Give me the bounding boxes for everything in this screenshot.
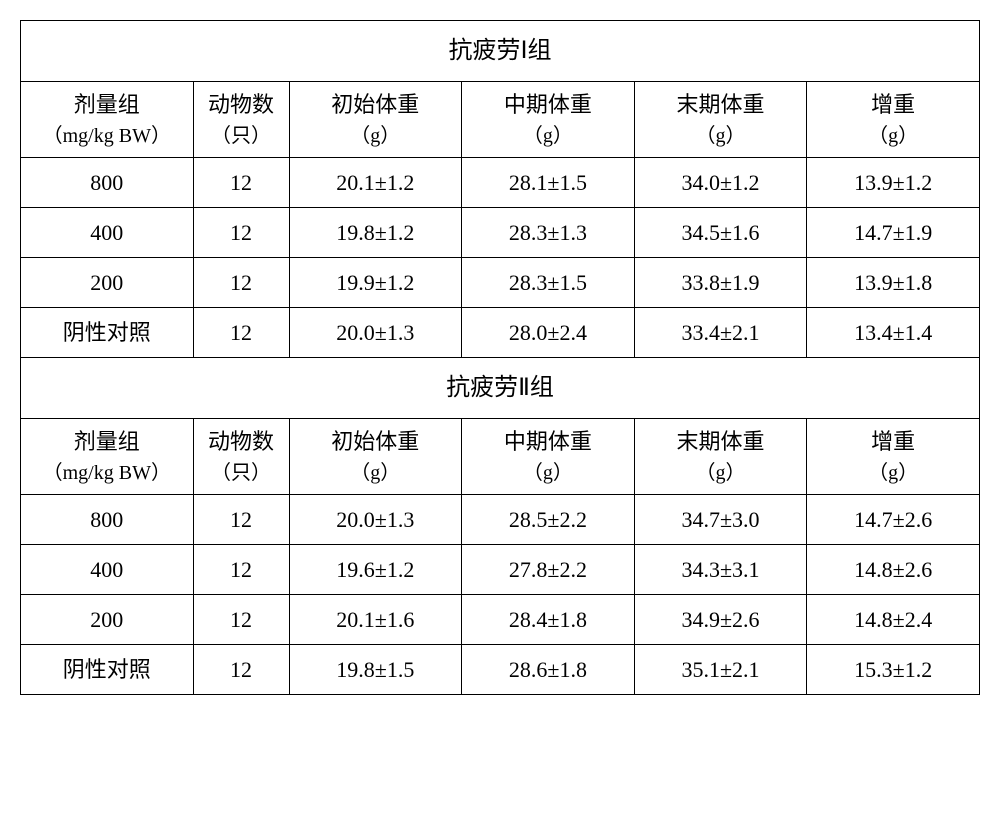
cell-end-weight: 35.1±2.1 [634,645,807,695]
cell-end-weight: 34.7±3.0 [634,495,807,545]
cell-end-weight: 34.5±1.6 [634,208,807,258]
cell-mid-weight: 28.1±1.5 [462,158,635,208]
col-header-end-weight: 末期体重（g） [634,419,807,495]
cell-dose: 400 [21,208,194,258]
col-header-gain: 增重（g） [807,82,980,158]
col-header-initial-weight: 初始体重（g） [289,82,462,158]
table-row: 200 12 20.1±1.6 28.4±1.8 34.9±2.6 14.8±2… [21,595,980,645]
cell-initial-weight: 20.0±1.3 [289,495,462,545]
cell-n: 12 [193,258,289,308]
cell-initial-weight: 19.6±1.2 [289,545,462,595]
cell-gain: 15.3±1.2 [807,645,980,695]
col-header-mid-weight: 中期体重（g） [462,82,635,158]
col-header-dose: 剂量组（mg/kg BW） [21,419,194,495]
cell-initial-weight: 19.8±1.5 [289,645,462,695]
table-row: 800 12 20.0±1.3 28.5±2.2 34.7±3.0 14.7±2… [21,495,980,545]
cell-gain: 14.7±1.9 [807,208,980,258]
cell-gain: 14.7±2.6 [807,495,980,545]
cell-n: 12 [193,545,289,595]
cell-end-weight: 34.9±2.6 [634,595,807,645]
col-header-n: 动物数（只） [193,82,289,158]
cell-end-weight: 34.3±3.1 [634,545,807,595]
col-header-initial-weight: 初始体重（g） [289,419,462,495]
cell-dose: 阴性对照 [21,308,194,358]
cell-n: 12 [193,595,289,645]
cell-initial-weight: 19.9±1.2 [289,258,462,308]
cell-dose: 200 [21,595,194,645]
cell-gain: 14.8±2.6 [807,545,980,595]
cell-gain: 14.8±2.4 [807,595,980,645]
cell-n: 12 [193,495,289,545]
cell-mid-weight: 28.6±1.8 [462,645,635,695]
col-header-n: 动物数（只） [193,419,289,495]
table-row: 阴性对照 12 20.0±1.3 28.0±2.4 33.4±2.1 13.4±… [21,308,980,358]
cell-mid-weight: 28.4±1.8 [462,595,635,645]
cell-gain: 13.9±1.8 [807,258,980,308]
cell-gain: 13.9±1.2 [807,158,980,208]
cell-end-weight: 33.4±2.1 [634,308,807,358]
col-header-dose: 剂量组（mg/kg BW） [21,82,194,158]
cell-end-weight: 34.0±1.2 [634,158,807,208]
table-row: 阴性对照 12 19.8±1.5 28.6±1.8 35.1±2.1 15.3±… [21,645,980,695]
cell-end-weight: 33.8±1.9 [634,258,807,308]
table-row: 800 12 20.1±1.2 28.1±1.5 34.0±1.2 13.9±1… [21,158,980,208]
cell-mid-weight: 28.3±1.5 [462,258,635,308]
cell-mid-weight: 28.3±1.3 [462,208,635,258]
section-title: 抗疲劳Ⅱ组 [21,358,980,419]
table-row: 200 12 19.9±1.2 28.3±1.5 33.8±1.9 13.9±1… [21,258,980,308]
cell-initial-weight: 20.1±1.6 [289,595,462,645]
cell-dose: 800 [21,495,194,545]
cell-n: 12 [193,208,289,258]
cell-initial-weight: 20.0±1.3 [289,308,462,358]
cell-dose: 阴性对照 [21,645,194,695]
cell-dose: 200 [21,258,194,308]
cell-mid-weight: 28.0±2.4 [462,308,635,358]
data-table: 抗疲劳Ⅰ组 剂量组（mg/kg BW） 动物数（只） 初始体重（g） 中期体重（… [20,20,980,695]
cell-dose: 800 [21,158,194,208]
cell-n: 12 [193,158,289,208]
cell-dose: 400 [21,545,194,595]
cell-mid-weight: 27.8±2.2 [462,545,635,595]
cell-n: 12 [193,645,289,695]
cell-initial-weight: 20.1±1.2 [289,158,462,208]
col-header-end-weight: 末期体重（g） [634,82,807,158]
cell-mid-weight: 28.5±2.2 [462,495,635,545]
col-header-gain: 增重（g） [807,419,980,495]
table-row: 400 12 19.6±1.2 27.8±2.2 34.3±3.1 14.8±2… [21,545,980,595]
table-row: 400 12 19.8±1.2 28.3±1.3 34.5±1.6 14.7±1… [21,208,980,258]
section-title: 抗疲劳Ⅰ组 [21,21,980,82]
cell-initial-weight: 19.8±1.2 [289,208,462,258]
cell-n: 12 [193,308,289,358]
cell-gain: 13.4±1.4 [807,308,980,358]
col-header-mid-weight: 中期体重（g） [462,419,635,495]
